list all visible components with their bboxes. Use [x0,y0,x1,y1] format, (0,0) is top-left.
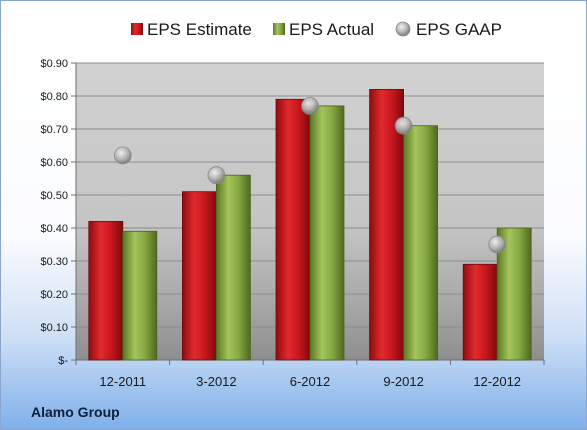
bar-eps-actual [122,230,158,361]
y-tick-label: $0.60 [40,157,68,169]
legend-item-gaap: EPS GAAP [395,20,502,39]
bar-eps-actual [215,174,251,361]
y-tick-label: $0.70 [40,124,68,136]
legend-swatch-actual [273,23,285,35]
y-tick-label: $0.40 [40,223,68,235]
gaap-point [113,146,132,165]
legend-label-estimate: EPS Estimate [147,20,252,39]
x-category-label: 12-2011 [99,374,146,389]
legend-item-estimate: EPS Estimate [131,20,252,39]
gaap-points [113,97,507,254]
bar-eps-estimate [88,220,124,361]
x-category-label: 6-2012 [290,374,330,389]
bar-eps-estimate [462,263,498,361]
y-tick-label: $0.30 [40,256,68,268]
legend: EPS Estimate EPS Actual EPS GAAP [131,20,502,39]
y-tick-label: $0.50 [40,190,68,202]
gaap-point [301,97,319,115]
bar-eps-estimate [369,89,405,361]
gaap-point [207,166,226,185]
x-category-label: 12-2012 [473,374,521,389]
gaap-point [394,116,413,135]
bar-eps-actual [309,105,345,361]
x-category-label: 9-2012 [383,374,423,389]
gaap-point [488,235,507,254]
y-tick-label: $- [58,355,68,367]
y-tick-label: $0.80 [40,91,68,103]
legend-label-gaap: EPS GAAP [416,20,502,39]
legend-swatch-estimate [131,23,143,35]
bar-eps-estimate [275,98,311,361]
legend-swatch-gaap [395,21,411,37]
x-axis-categories: 12-2011 3-2012 6-2012 9-2012 12-2012 [75,360,545,389]
bar-eps-estimate [181,191,217,361]
legend-item-actual: EPS Actual [273,20,374,39]
y-tick-label: $0.10 [40,322,68,334]
y-tick-label: $0.20 [40,289,68,301]
y-tick-label: $0.90 [40,58,68,70]
bars [88,89,532,361]
company-label: Alamo Group [31,404,120,420]
bar-eps-actual [403,125,439,361]
x-category-label: 3-2012 [196,374,236,389]
legend-label-actual: EPS Actual [289,20,374,39]
y-axis-ticks: $- $0.10 $0.20 $0.30 $0.40 $0.50 $0.60 $0.70 $0.… [40,58,77,367]
